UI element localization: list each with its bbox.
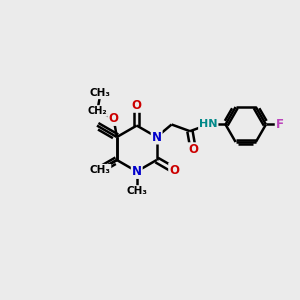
Text: N: N (132, 165, 142, 178)
Text: N: N (92, 165, 102, 178)
Text: HN: HN (199, 119, 218, 130)
Text: N: N (152, 130, 162, 143)
Text: O: O (188, 143, 198, 156)
Text: CH₃: CH₃ (126, 186, 147, 196)
Text: F: F (276, 118, 284, 131)
Text: CH₃: CH₃ (89, 165, 110, 175)
Text: O: O (109, 112, 118, 125)
Text: O: O (169, 164, 179, 177)
Text: CH₃: CH₃ (90, 88, 111, 98)
Text: O: O (132, 99, 142, 112)
Text: CH₂: CH₂ (88, 106, 107, 116)
